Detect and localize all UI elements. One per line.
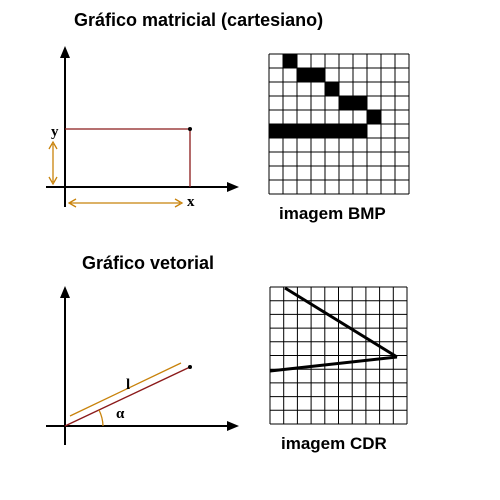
bmp-filled-pixel	[269, 124, 283, 138]
bmp-filled-pixel	[283, 54, 297, 68]
bmp-filled-pixel	[339, 124, 353, 138]
vector-section-title: Gráfico vetorial	[82, 253, 215, 273]
bmp-filled-pixel	[339, 96, 353, 110]
cdr-caption: imagem CDR	[281, 434, 387, 453]
y-distance-arrowhead-top	[48, 140, 58, 150]
bmp-filled-pixel	[353, 96, 367, 110]
vector-x-axis-arrow	[227, 421, 239, 431]
cdr-line-upper	[284, 286, 398, 359]
bmp-filled-pixel	[297, 124, 311, 138]
length-label: l	[126, 377, 130, 393]
bmp-filled-pixel	[325, 124, 339, 138]
vector-y-axis-arrow	[60, 286, 70, 298]
vector-endpoint	[188, 365, 192, 369]
coordinate-point	[188, 127, 192, 131]
raster-x-axis-arrow	[227, 182, 239, 192]
raster-y-axis-arrow	[60, 46, 70, 58]
bmp-caption: imagem BMP	[279, 204, 386, 223]
raster-section-title: Gráfico matricial (cartesiano)	[74, 10, 324, 30]
cdr-grid-lines	[269, 286, 408, 425]
bmp-filled-pixel	[311, 68, 325, 82]
length-guide-line	[69, 362, 182, 417]
y-distance-arrowhead-bottom	[48, 176, 58, 186]
vector-segment	[64, 366, 191, 427]
angle-arc	[98, 409, 104, 427]
bmp-filled-pixel	[325, 82, 339, 96]
cdr-line-lower	[269, 355, 398, 373]
bmp-filled-pixel	[311, 124, 325, 138]
bmp-filled-pixel	[353, 124, 367, 138]
bmp-grid-lines	[268, 53, 410, 195]
x-distance-arrowhead-left	[67, 198, 77, 208]
bmp-filled-cells	[269, 54, 381, 138]
x-distance-arrowhead-right	[174, 198, 184, 208]
y-axis-label: y	[51, 124, 59, 140]
bmp-filled-pixel	[297, 68, 311, 82]
bmp-filled-pixel	[283, 124, 297, 138]
x-axis-label: x	[187, 194, 195, 210]
bmp-filled-pixel	[367, 110, 381, 124]
angle-label: α	[116, 406, 125, 422]
